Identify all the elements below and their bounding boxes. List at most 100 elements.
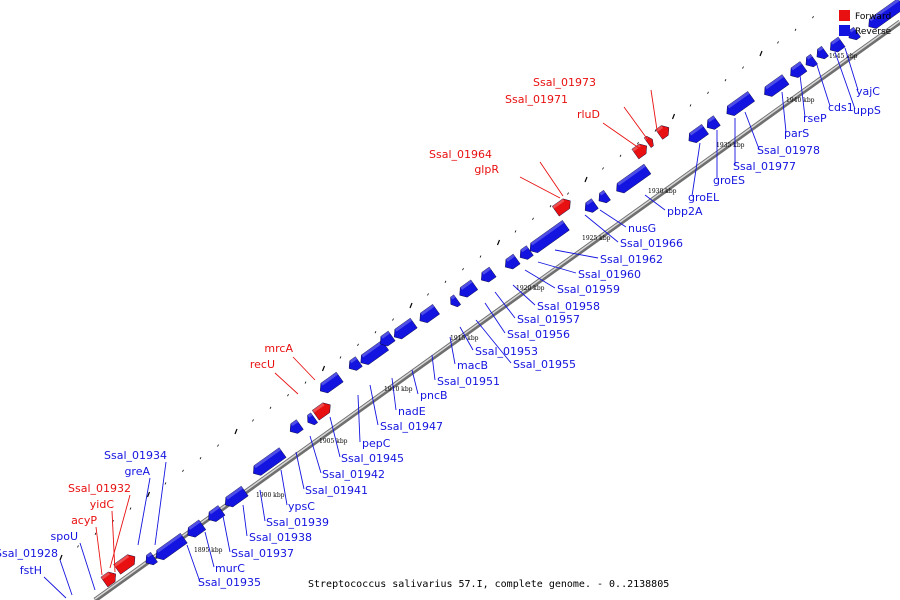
gene-label[interactable]: Ssal_01938 — [249, 531, 312, 544]
gene-label[interactable]: Ssal_01939 — [266, 516, 329, 529]
gene-block-24[interactable] — [595, 189, 611, 206]
gene-label[interactable]: Ssal_01964 — [429, 148, 492, 161]
legend: Forward Reverse — [839, 10, 892, 37]
gene-label[interactable]: glpR — [474, 163, 499, 176]
gene-block-5[interactable] — [205, 505, 226, 524]
gene-block-29[interactable] — [655, 123, 673, 140]
gene-label[interactable]: Ssal_01934 — [104, 449, 167, 462]
gene-label[interactable]: nadE — [398, 405, 426, 418]
gene-block-31[interactable] — [704, 115, 721, 133]
gene-block-39[interactable] — [865, 0, 900, 31]
gene-block-10[interactable] — [311, 400, 334, 421]
scale-tick — [584, 176, 588, 183]
gene-label[interactable]: Ssal_01955 — [513, 358, 576, 371]
leader-line — [799, 74, 806, 118]
gene-block-12[interactable] — [346, 356, 363, 374]
gene-block-25[interactable] — [613, 163, 652, 196]
gene-label[interactable]: murC — [215, 562, 245, 575]
gene-block-shine-15 — [394, 318, 413, 332]
gene-block-21[interactable] — [517, 245, 534, 263]
gene-block-23[interactable] — [582, 198, 599, 216]
gene-block-20[interactable] — [502, 253, 521, 272]
gene-block-36[interactable] — [813, 45, 829, 62]
gene-block-27[interactable] — [631, 141, 650, 160]
gene-label[interactable]: Ssal_01951 — [437, 375, 500, 388]
gene-block-14[interactable] — [377, 330, 396, 349]
gene-label[interactable]: Ssal_01932 — [68, 482, 131, 495]
gene-block-35[interactable] — [802, 53, 818, 70]
gene-label[interactable]: Ssal_01956 — [507, 328, 570, 341]
gene-label[interactable]: Ssal_01966 — [620, 237, 683, 250]
gene-label[interactable]: spoU — [51, 530, 79, 543]
gene-label[interactable]: Ssal_01957 — [517, 313, 580, 326]
gene-block-33[interactable] — [761, 74, 790, 100]
gene-label[interactable]: Ssal_01937 — [231, 547, 294, 560]
gene-block-15[interactable] — [391, 317, 418, 342]
gene-block-6[interactable] — [222, 485, 249, 510]
gene-block-30[interactable] — [685, 124, 709, 145]
gene-block-28[interactable] — [643, 134, 656, 148]
gene-label[interactable]: Ssal_01953 — [475, 345, 538, 358]
gene-label[interactable]: acyP — [71, 514, 97, 527]
gene-label[interactable]: fstH — [20, 564, 42, 577]
gene-label[interactable]: Ssal_01945 — [341, 452, 404, 465]
leader-line — [815, 61, 831, 107]
gene-block-37[interactable] — [827, 36, 846, 55]
gene-label[interactable]: Ssal_01962 — [600, 253, 663, 266]
gene-label[interactable]: uppS — [853, 104, 881, 117]
gene-block-13[interactable] — [357, 340, 389, 367]
gene-block-26[interactable] — [551, 196, 574, 217]
gene-label[interactable]: Ssal_01928 — [0, 547, 58, 560]
gene-label[interactable]: Ssal_01959 — [557, 283, 620, 296]
leader-line — [537, 261, 577, 274]
gene-block-4[interactable] — [184, 519, 207, 540]
gene-label[interactable]: Ssal_01935 — [198, 576, 261, 589]
gene-label[interactable]: nusG — [628, 222, 656, 235]
gene-label[interactable]: Ssal_01977 — [733, 160, 796, 173]
gene-label[interactable]: rseP — [803, 112, 827, 125]
gene-label[interactable]: pncB — [420, 389, 448, 402]
gene-label[interactable]: Ssal_01947 — [380, 420, 443, 433]
gene-label[interactable]: Ssal_01978 — [757, 144, 820, 157]
gene-label[interactable]: parS — [784, 127, 809, 140]
gene-label[interactable]: rluD — [577, 108, 600, 121]
gene-block-2[interactable] — [142, 551, 158, 568]
gene-block-18[interactable] — [456, 279, 479, 300]
gene-block-38[interactable] — [845, 26, 861, 43]
gene-label[interactable]: pbp2A — [667, 205, 703, 218]
gene-label[interactable]: cds1 — [828, 101, 854, 114]
gene-label[interactable]: groEL — [688, 191, 720, 204]
gene-label[interactable]: Ssal_01973 — [533, 76, 596, 89]
gene-block-32[interactable] — [723, 91, 755, 118]
gene-label[interactable]: mrcA — [264, 342, 293, 355]
gene-block-9[interactable] — [304, 412, 319, 427]
gene-label[interactable]: macB — [457, 359, 488, 372]
gene-block-0[interactable] — [100, 569, 119, 588]
gene-block-17[interactable] — [447, 294, 462, 309]
gene-block-22[interactable] — [527, 220, 570, 255]
gene-block-19[interactable] — [478, 266, 497, 285]
gene-label[interactable]: greA — [124, 465, 150, 478]
gene-label[interactable]: yidC — [90, 498, 115, 511]
gene-label[interactable]: yajC — [856, 85, 880, 98]
gene-block-8[interactable] — [287, 419, 304, 437]
scale-label: 1940 kbp — [786, 97, 815, 104]
gene-label[interactable]: groES — [713, 174, 745, 187]
gene-block-shine-0 — [100, 571, 110, 580]
gene-label[interactable]: ypsC — [288, 500, 315, 513]
gene-block-16[interactable] — [416, 304, 440, 325]
gene-block-3[interactable] — [153, 532, 188, 563]
scale-tick — [129, 507, 132, 510]
gene-label[interactable]: recU — [250, 358, 275, 371]
gene-label[interactable]: Ssal_01958 — [537, 300, 600, 313]
gene-label[interactable]: pepC — [362, 437, 391, 450]
gene-block-34[interactable] — [787, 61, 808, 80]
gene-block-11[interactable] — [317, 371, 344, 396]
gene-label[interactable]: Ssal_01960 — [578, 268, 641, 281]
leader-line — [43, 576, 67, 599]
gene-label[interactable]: Ssal_01971 — [505, 93, 568, 106]
gene-block-1[interactable] — [113, 552, 139, 575]
gene-label[interactable]: Ssal_01942 — [322, 468, 385, 481]
gene-label[interactable]: Ssal_01941 — [305, 484, 368, 497]
gene-block-7[interactable] — [250, 447, 287, 479]
